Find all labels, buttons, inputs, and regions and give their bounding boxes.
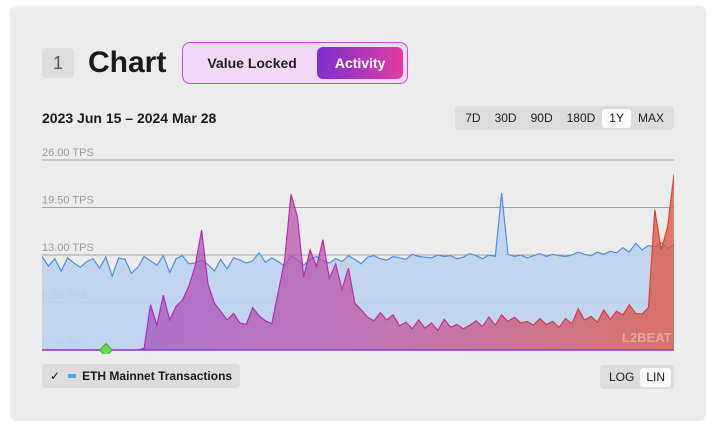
section-number-badge: 1 [42,48,74,78]
chart-series [42,174,674,354]
log-scale-button[interactable]: LOG [608,370,635,384]
watermark-logo: L2BEAT [622,330,672,345]
value-locked-tab[interactable]: Value Locked [207,55,297,71]
range-7d-button[interactable]: 7D [465,111,481,125]
metric-toggle: Value Locked Activity [182,42,409,84]
legend[interactable]: ✓ ETH Mainnet Transactions [42,364,241,388]
range-max-button[interactable]: MAX [637,111,664,125]
y-tick-label: 26.00 TPS [42,147,94,159]
watermark-text: L2BEAT [622,330,672,345]
lin-scale-button[interactable]: LIN [640,367,671,387]
checkbox-check-icon[interactable]: ✓ [50,369,61,383]
chart-card: 1 Chart Value Locked Activity 2023 Jun 1… [10,6,706,421]
date-range-label: 2023 Jun 15 – 2024 Mar 28 [42,110,217,126]
series-start-marker [98,342,113,354]
chart-header: 1 Chart Value Locked Activity [42,40,409,86]
range-1y-button[interactable]: 1Y [602,108,631,128]
range-90d-button[interactable]: 90D [530,111,553,125]
scale-toggle: LOG LIN [599,365,674,389]
legend-label: ETH Mainnet Transactions [82,369,233,383]
range-30d-button[interactable]: 30D [494,111,517,125]
y-tick-label: 13.00 TPS [42,242,94,254]
layer2-area [42,174,674,350]
layer2-line [42,174,674,351]
page-title: Chart [88,46,167,79]
y-tick-label: 19.50 TPS [42,195,94,207]
eth-line [42,192,674,279]
range-selector: 7D 30D 90D 180D 1Y MAX [455,106,674,130]
legend-swatch [68,374,77,378]
range-180d-button[interactable]: 180D [566,111,596,125]
activity-tab[interactable]: Activity [316,47,404,79]
